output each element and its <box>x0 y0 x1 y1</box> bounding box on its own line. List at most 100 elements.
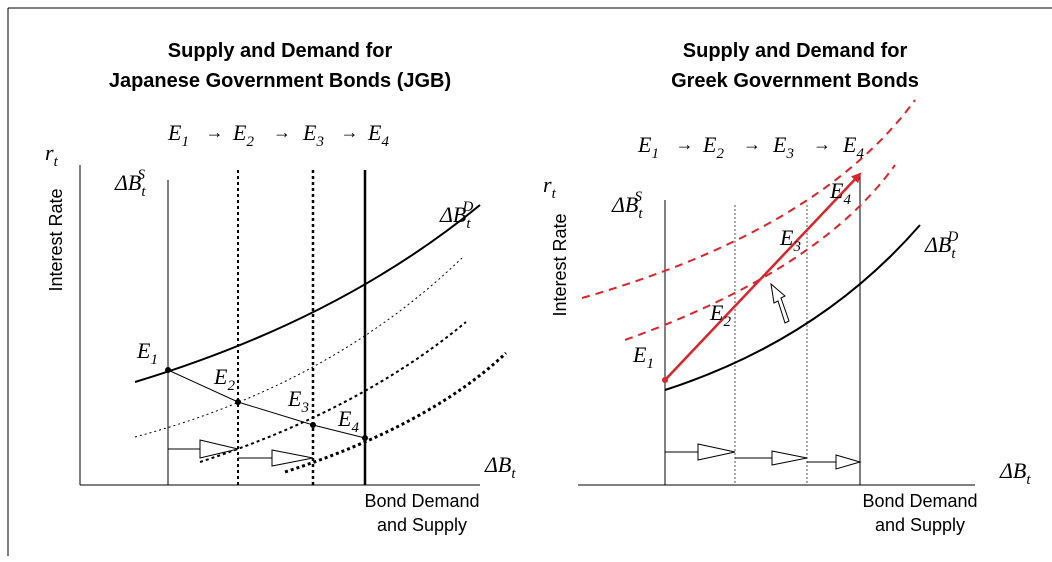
sequence-label-main: E <box>842 132 857 157</box>
left-panel <box>79 165 508 486</box>
sequence-label: E4 <box>367 120 389 150</box>
x-axis-label: and Supply <box>377 515 467 535</box>
equilibrium-label-main: E <box>779 225 794 250</box>
supply-label-sup: S <box>138 167 146 183</box>
equilibrium-label: E3 <box>287 386 309 416</box>
demand-shift-arrow <box>770 282 790 324</box>
sequence-label-main: E <box>637 132 652 157</box>
shift-arrow-head <box>199 439 239 459</box>
shift-arrow-head <box>271 449 314 467</box>
x-axis-label: and Supply <box>875 515 965 535</box>
demand-label-sup: D <box>462 199 474 215</box>
equilibrium-label-main: E <box>287 386 302 411</box>
y-axis-symbol-sub: t <box>54 154 59 170</box>
equilibrium-label-sub: 2 <box>723 314 731 330</box>
y-axis-symbol-main: r <box>543 172 552 197</box>
sequence-label-main: E <box>367 120 382 145</box>
equilibrium-point <box>165 367 171 373</box>
sequence-label-sub: 3 <box>315 134 324 150</box>
y-axis-symbol-sub: t <box>552 186 557 202</box>
equilibrium-label-main: E <box>213 364 228 389</box>
supply-label: ΔBtS <box>114 167 146 200</box>
shift-arrow-head <box>771 450 808 466</box>
y-axis-symbol: rt <box>45 140 59 170</box>
sequence-arrow: → <box>273 122 291 142</box>
right-panel <box>577 99 975 486</box>
sequence-label: E4 <box>842 132 864 162</box>
y-axis-symbol: rt <box>543 172 557 202</box>
panel-title: Japanese Government Bonds (JGB) <box>109 70 451 92</box>
equilibrium-label: E1 <box>632 342 654 372</box>
x-axis-symbol-sub: t <box>1026 472 1031 488</box>
demand-curve <box>284 351 508 474</box>
equilibrium-label: E2 <box>213 364 235 394</box>
equilibrium-point <box>662 377 668 383</box>
equilibrium-label-sub: 4 <box>843 192 851 208</box>
supply-label-sub: t <box>141 184 146 200</box>
equilibrium-label: E3 <box>779 225 801 255</box>
x-axis-symbol-main: ΔB <box>999 458 1026 483</box>
sequence-label-main: E <box>772 132 787 157</box>
supply-label-main: ΔB <box>114 170 141 195</box>
sequence-arrow: → <box>341 122 359 142</box>
equilibrium-label-main: E <box>829 178 844 203</box>
equilibrium-label-sub: 1 <box>646 356 654 372</box>
demand-label-sub: t <box>951 246 956 262</box>
demand-curve-shifted <box>581 99 916 299</box>
equilibrium-label-main: E <box>337 406 352 431</box>
equilibrium-point <box>362 435 368 441</box>
x-axis-label: Bond Demand <box>364 491 479 511</box>
panel-title: Greek Government Bonds <box>671 70 919 92</box>
sequence-label: E2 <box>232 120 254 150</box>
x-axis-symbol-sub: t <box>511 466 516 482</box>
sequence-label-sub: 1 <box>181 134 189 150</box>
sequence-label: E3 <box>772 132 794 162</box>
sequence-arrow: → <box>676 134 694 154</box>
equilibrium-label-sub: 3 <box>300 400 309 416</box>
equilibrium-label-sub: 1 <box>150 352 158 368</box>
demand-label-sub: t <box>466 216 471 232</box>
demand-curve <box>664 224 921 391</box>
demand-curve <box>199 321 467 463</box>
y-axis-label: Interest Rate <box>46 188 66 291</box>
equilibrium-point <box>235 399 241 405</box>
sequence-arrow: → <box>813 134 831 154</box>
x-axis-label: Bond Demand <box>862 491 977 511</box>
demand-label: ΔBtD <box>924 229 959 262</box>
equilibrium-label-sub: 3 <box>792 239 801 255</box>
panel-title: Supply and Demand for <box>168 40 393 62</box>
demand-curve-shifted <box>624 164 896 341</box>
sequence-label-sub: 4 <box>856 146 864 162</box>
equilibrium-label: E2 <box>709 300 731 330</box>
sequence-label-main: E <box>167 120 182 145</box>
demand-label: ΔBtD <box>439 199 474 232</box>
equilibrium-label-main: E <box>632 342 647 367</box>
supply-label-sup: S <box>635 189 643 205</box>
equilibrium-label-sub: 4 <box>351 420 359 436</box>
equilibrium-point <box>310 422 316 428</box>
equilibrium-label-main: E <box>709 300 724 325</box>
demand-label-sup: D <box>947 229 959 245</box>
demand-label-main: ΔB <box>439 202 466 227</box>
panel-title: Supply and Demand for <box>683 40 908 62</box>
sequence-label-main: E <box>302 120 317 145</box>
equilibrium-path <box>664 172 862 381</box>
supply-label: ΔBtS <box>611 189 643 222</box>
equilibrium-label: E4 <box>829 178 851 208</box>
x-axis-symbol: ΔBt <box>999 458 1031 488</box>
demand-label-main: ΔB <box>924 232 951 257</box>
sequence-label-main: E <box>702 132 717 157</box>
shift-arrow-head <box>697 443 736 461</box>
sequence-label-sub: 2 <box>716 146 724 162</box>
sequence-label: E1 <box>167 120 189 150</box>
shift-arrow-head <box>835 454 862 470</box>
sequence-label-main: E <box>232 120 247 145</box>
sequence-label: E3 <box>302 120 324 150</box>
demand-curve <box>134 204 481 383</box>
sequence-label-sub: 4 <box>381 134 389 150</box>
equilibrium-label-sub: 2 <box>227 378 235 394</box>
supply-label-sub: t <box>638 206 643 222</box>
sequence-arrow: → <box>206 122 224 142</box>
sequence-label: E2 <box>702 132 724 162</box>
